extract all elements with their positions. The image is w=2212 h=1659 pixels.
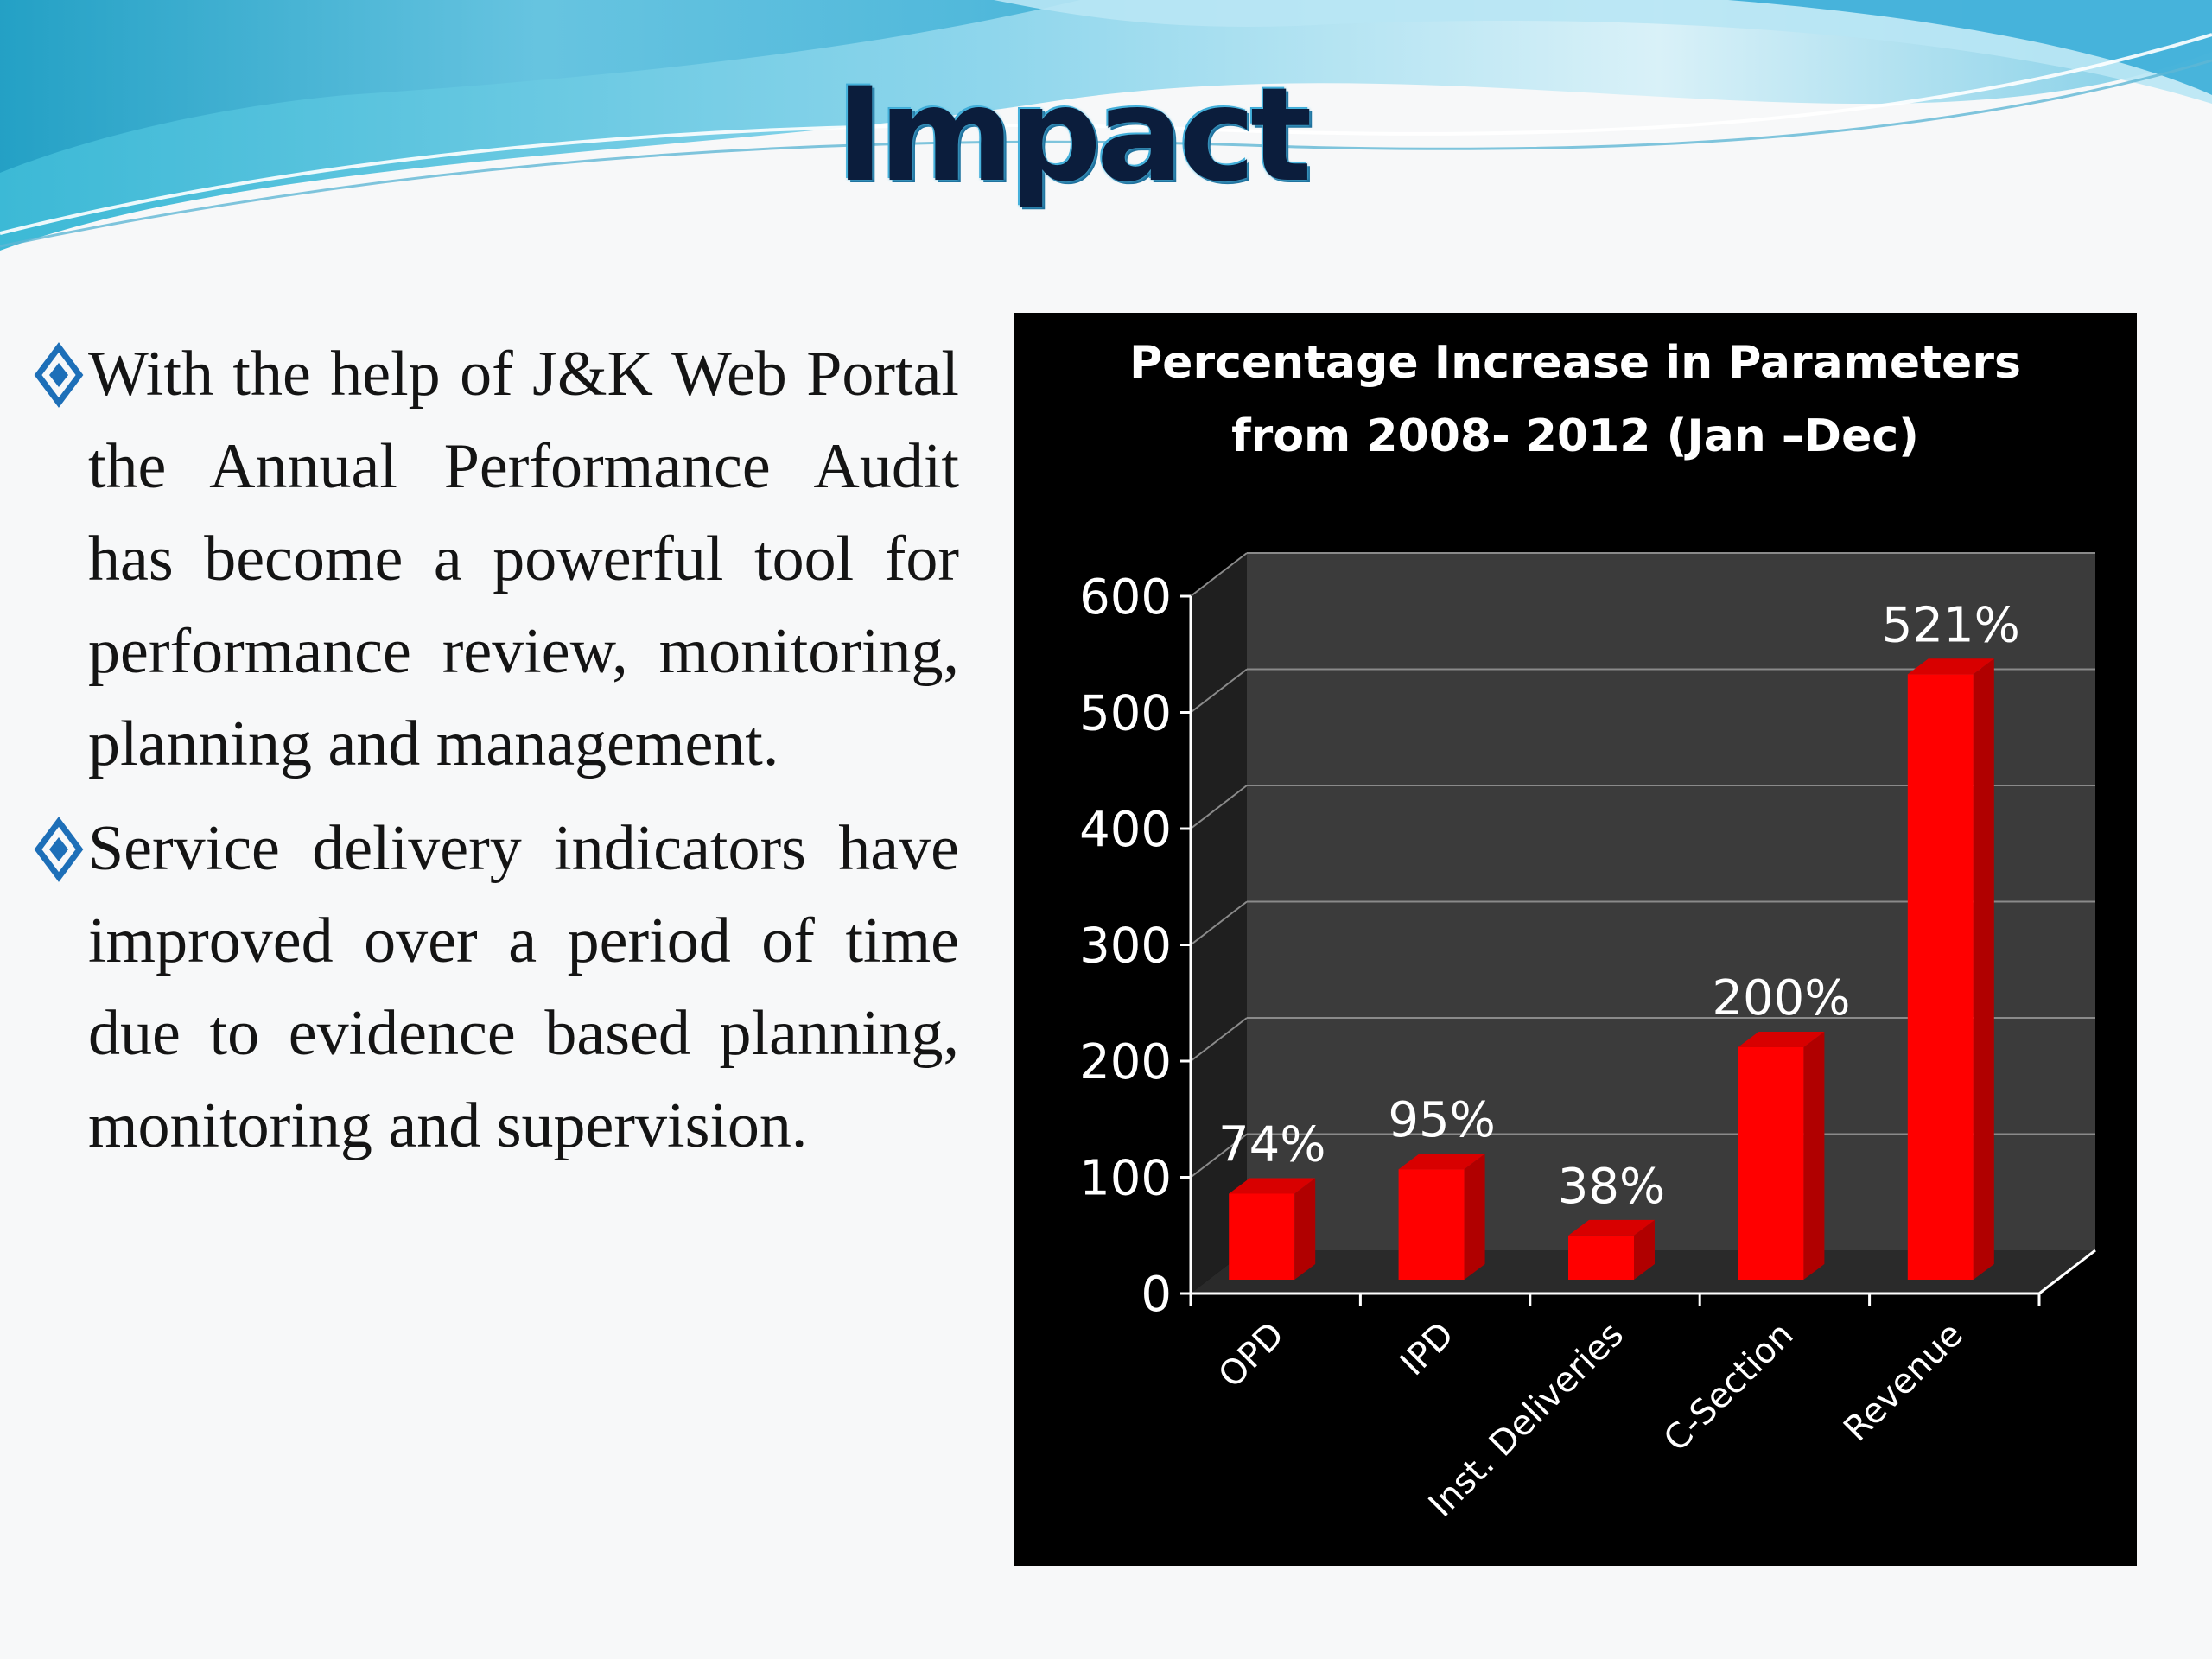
data-label: 74%: [1218, 1116, 1325, 1173]
bar: [1738, 1047, 1804, 1280]
y-tick-label: 100: [1079, 1151, 1172, 1207]
bar-top: [1398, 1154, 1485, 1170]
bar-side: [1464, 1154, 1485, 1280]
x-tick-label: C-Section: [1656, 1315, 1802, 1460]
data-label: 200%: [1712, 970, 1850, 1027]
bar-side: [1294, 1178, 1316, 1280]
bullet-item: With the help of J&K Web Portal the Annu…: [26, 328, 959, 791]
x-tick-label: Revenue: [1836, 1315, 1971, 1450]
y-tick-label: 200: [1079, 1034, 1172, 1090]
bullet-list: With the help of J&K Web Portal the Annu…: [26, 328, 959, 1185]
x-tick-label: OPD: [1211, 1315, 1293, 1396]
data-label: 95%: [1388, 1092, 1495, 1148]
y-tick-label: 400: [1079, 802, 1172, 858]
bar: [1229, 1193, 1295, 1280]
bullet-text: With the help of J&K Web Portal the Annu…: [88, 339, 959, 779]
gridline-diagonal: [1190, 1017, 1248, 1062]
gridline-diagonal: [1190, 1133, 1248, 1179]
bar: [1398, 1169, 1465, 1280]
x-tick-label: IPD: [1393, 1315, 1462, 1384]
chart-title-line-1: Percentage Increase in Parameters: [1129, 337, 2021, 389]
gridline-diagonal: [1190, 900, 1248, 946]
data-label: 521%: [1882, 597, 2020, 653]
chart-panel: Percentage Increase in Parameters from 2…: [1014, 313, 2137, 1566]
slide-title: Impact: [836, 60, 1312, 211]
y-tick-label: 600: [1079, 569, 1172, 626]
y-tick-label: 500: [1079, 686, 1172, 742]
bar-top: [1738, 1032, 1825, 1047]
bar-top: [1229, 1178, 1316, 1194]
y-tick-label: 0: [1141, 1267, 1172, 1323]
bar-side: [1973, 658, 1994, 1280]
chart-title-line-2: from 2008- 2012 (Jan –Dec): [1231, 410, 1919, 462]
gridline-diagonal: [1190, 785, 1248, 830]
bullet-text: Service delivery indicators have improve…: [88, 813, 959, 1161]
x-axis-depth-line: [2038, 1249, 2096, 1295]
y-tick-label: 300: [1079, 918, 1172, 975]
bar-side: [1803, 1032, 1825, 1280]
data-label: 38%: [1558, 1159, 1665, 1215]
header-wave-background: [0, 0, 2212, 251]
bar: [1907, 674, 1974, 1280]
bar-chart: Percentage Increase in Parameters from 2…: [1079, 337, 2096, 1525]
bar-top: [1907, 658, 1994, 675]
bar: [1568, 1235, 1634, 1280]
bullet-item: Service delivery indicators have improve…: [26, 803, 959, 1173]
diamond-bullet-icon: [34, 817, 84, 882]
gridline-diagonal: [1190, 552, 1248, 597]
diamond-bullet-icon: [34, 342, 84, 408]
bar-side: [1634, 1219, 1655, 1280]
bar-top: [1568, 1219, 1655, 1236]
gridline-diagonal: [1190, 668, 1248, 714]
